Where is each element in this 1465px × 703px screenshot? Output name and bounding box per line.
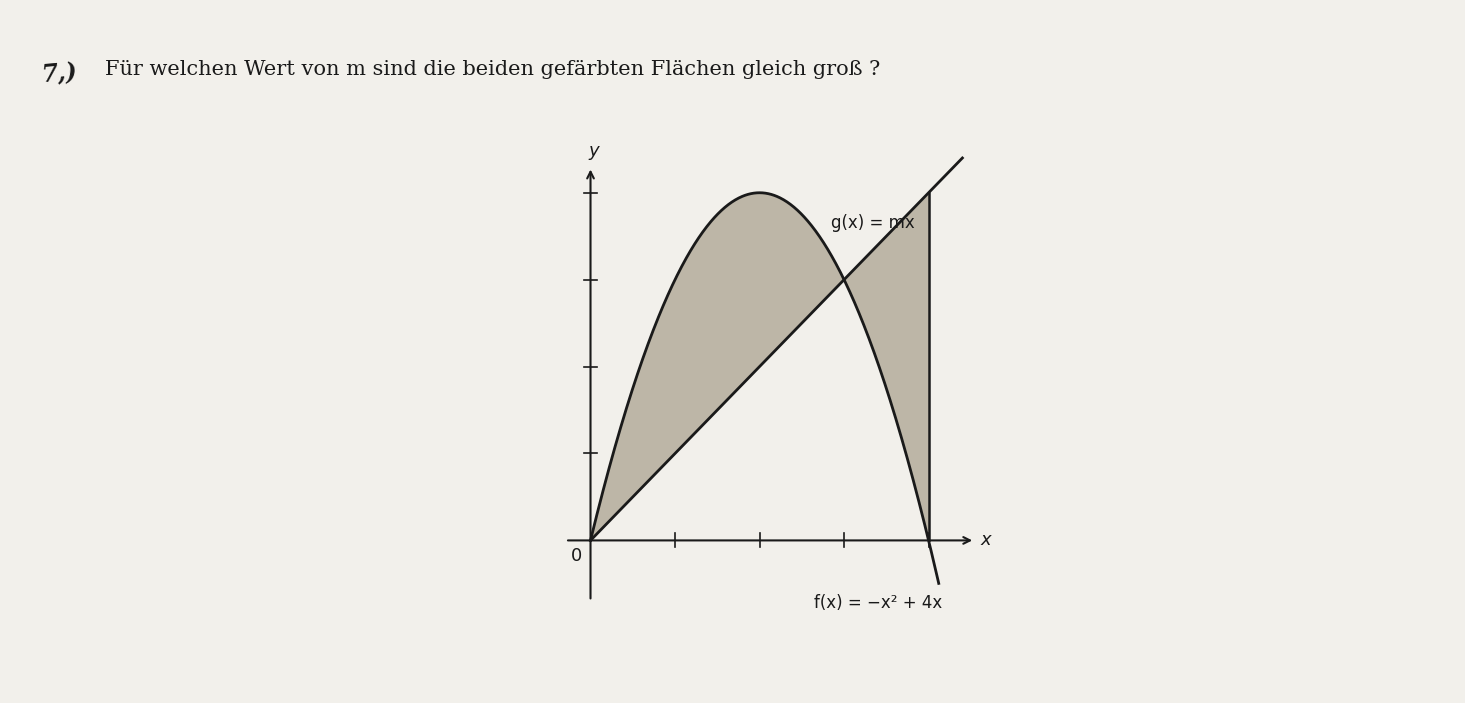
Text: 0: 0 bbox=[571, 548, 582, 565]
Text: 7,): 7,) bbox=[41, 60, 79, 86]
Text: x: x bbox=[980, 531, 990, 550]
Text: f(x) = −x² + 4x: f(x) = −x² + 4x bbox=[813, 594, 942, 612]
Text: Für welchen Wert von m sind die beiden gefärbten Flächen gleich groß ?: Für welchen Wert von m sind die beiden g… bbox=[105, 60, 880, 79]
Text: y: y bbox=[589, 142, 599, 160]
Text: g(x) = mx: g(x) = mx bbox=[832, 214, 916, 232]
